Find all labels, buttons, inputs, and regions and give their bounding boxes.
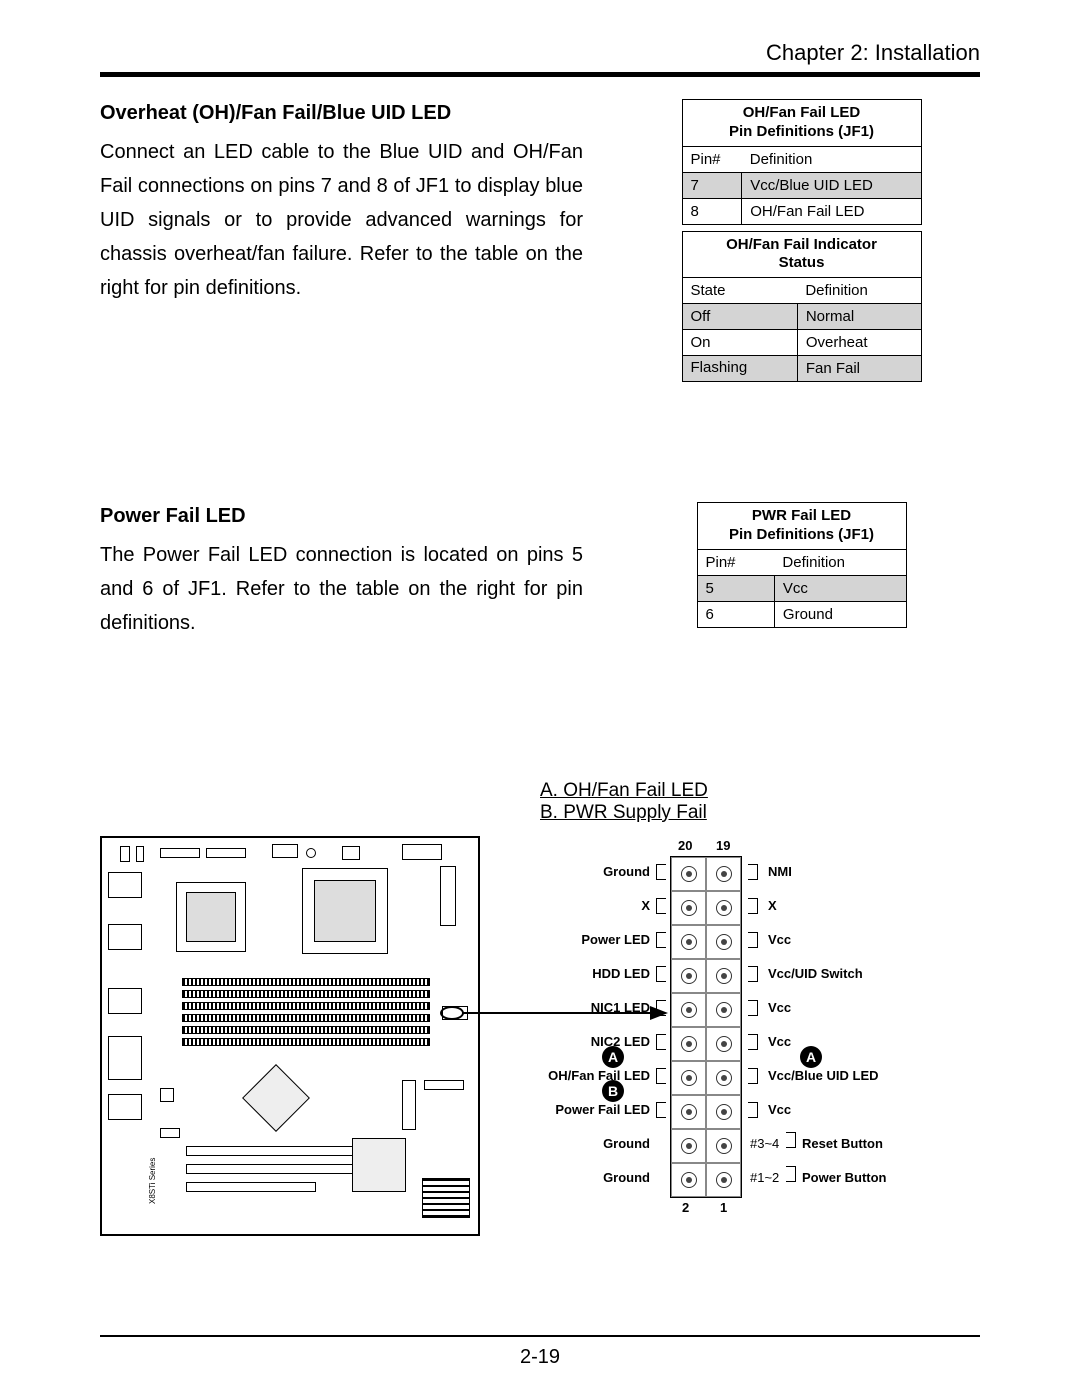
motherboard-diagram: X8STi Series <box>100 836 480 1236</box>
table-oh-status: OH/Fan Fail IndicatorStatus State Deﬁnit… <box>682 231 922 383</box>
jf1-left-label-6: OH/Fan Fail LED <box>520 1068 650 1083</box>
header-rule <box>100 72 980 77</box>
jf1-right-label-0: NMI <box>768 864 792 879</box>
jf1-right-label-5: Vcc <box>768 1034 791 1049</box>
marker-a-left: A <box>602 1046 624 1068</box>
jf1-right-prefix-8: #3~4 <box>750 1136 779 1151</box>
jf1-right-label-8: Reset Button <box>802 1136 883 1151</box>
jf1-right-label-3: Vcc/UID Switch <box>768 966 863 981</box>
legend-b: B. PWR Supply Fail <box>540 802 980 824</box>
jf1-left-label-0: Ground <box>520 864 650 879</box>
pin2-label: 2 <box>682 1200 689 1215</box>
jf1-right-prefix-9: #1~2 <box>750 1170 779 1185</box>
section1-title: Overheat (OH)/Fan Fail/Blue UID LED <box>100 99 583 127</box>
pin1-label: 1 <box>720 1200 727 1215</box>
marker-b: B <box>602 1080 624 1102</box>
chapter-header: Chapter 2: Installation <box>100 40 980 66</box>
jf1-right-label-4: Vcc <box>768 1000 791 1015</box>
jf1-left-label-5: NIC2 LED <box>520 1034 650 1049</box>
jf1-right-label-7: Vcc <box>768 1102 791 1117</box>
table1a-title: OH/Fan Fail LEDPin Deﬁnitions (JF1) <box>682 100 921 147</box>
section2-title: Power Fail LED <box>100 502 583 530</box>
jf1-left-label-8: Ground <box>520 1136 650 1151</box>
jf1-left-label-2: Power LED <box>520 932 650 947</box>
section2-body: The Power Fail LED connection is located… <box>100 538 583 640</box>
jf1-left-label-4: NIC1 LED <box>520 1000 650 1015</box>
arrow-origin <box>440 1006 464 1020</box>
jf1-pin-grid <box>670 856 742 1198</box>
legend-a: A. OH/Fan Fail LED <box>540 780 980 802</box>
jf1-right-label-9: Power Button <box>802 1170 887 1185</box>
table-oh-pins: OH/Fan Fail LEDPin Deﬁnitions (JF1) Pin#… <box>682 99 922 225</box>
footer-rule <box>100 1335 980 1337</box>
pin20-label: 20 <box>678 838 692 853</box>
page-number: 2-19 <box>0 1346 1080 1369</box>
jf1-left-label-1: X <box>520 898 650 913</box>
jf1-left-label-3: HDD LED <box>520 966 650 981</box>
section1-body: Connect an LED cable to the Blue UID and… <box>100 135 583 305</box>
jf1-left-label-7: Power Fail LED <box>520 1102 650 1117</box>
jf1-left-label-9: Ground <box>520 1170 650 1185</box>
jf1-right-label-2: Vcc <box>768 932 791 947</box>
legend: A. OH/Fan Fail LED B. PWR Supply Fail <box>540 780 980 824</box>
pin19-label: 19 <box>716 838 730 853</box>
table1b-title: OH/Fan Fail IndicatorStatus <box>682 231 921 278</box>
table2-title: PWR Fail LEDPin Deﬁnitions (JF1) <box>697 503 906 550</box>
jf1-right-label-1: X <box>768 898 777 913</box>
table-pwr-pins: PWR Fail LEDPin Deﬁnitions (JF1) Pin# De… <box>697 502 907 628</box>
marker-a-right: A <box>800 1046 822 1068</box>
diagram-area: X8STi Series 20 19 2 1 Ground X Power LE… <box>100 836 980 1256</box>
jf1-right-label-6: Vcc/Blue UID LED <box>768 1068 879 1083</box>
